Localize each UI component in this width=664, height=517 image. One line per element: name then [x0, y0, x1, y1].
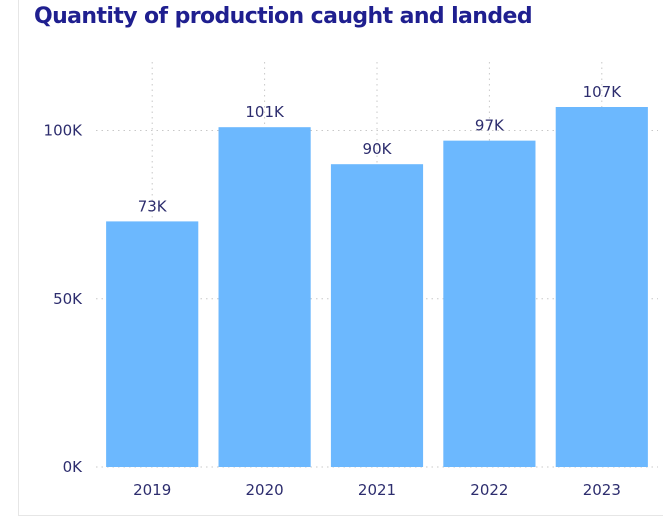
x-tick-label-2022: 2022 — [470, 481, 508, 499]
y-tick-label: 100K — [44, 122, 84, 140]
bar-2020[interactable] — [218, 127, 311, 467]
bars — [106, 107, 648, 467]
data-label-2019: 73K — [138, 197, 168, 215]
x-axis-ticks: 2019 2020 2021 2022 2023 — [133, 481, 621, 499]
data-label-2022: 97K — [475, 117, 505, 135]
bar-2021[interactable] — [330, 164, 424, 467]
bar-2023[interactable] — [555, 107, 648, 467]
data-label-2023: 107K — [583, 83, 623, 101]
bar-2022[interactable] — [443, 140, 536, 467]
y-tick-label: 50K — [53, 290, 83, 308]
x-tick-label-2021: 2021 — [358, 481, 396, 499]
x-tick-label-2023: 2023 — [583, 481, 621, 499]
data-label-2020: 101K — [245, 103, 285, 121]
x-tick-label-2019: 2019 — [133, 481, 171, 499]
bar-2019[interactable] — [106, 221, 199, 467]
x-tick-label-2020: 2020 — [246, 481, 284, 499]
data-labels: 73K 101K 90K 97K 107K — [138, 83, 622, 215]
y-tick-label: 0K — [63, 458, 84, 476]
chart-title: Quantity of production caught and landed — [34, 4, 533, 29]
data-label-2021: 90K — [363, 140, 393, 158]
y-axis-ticks: 0K 50K 100K — [44, 122, 84, 476]
